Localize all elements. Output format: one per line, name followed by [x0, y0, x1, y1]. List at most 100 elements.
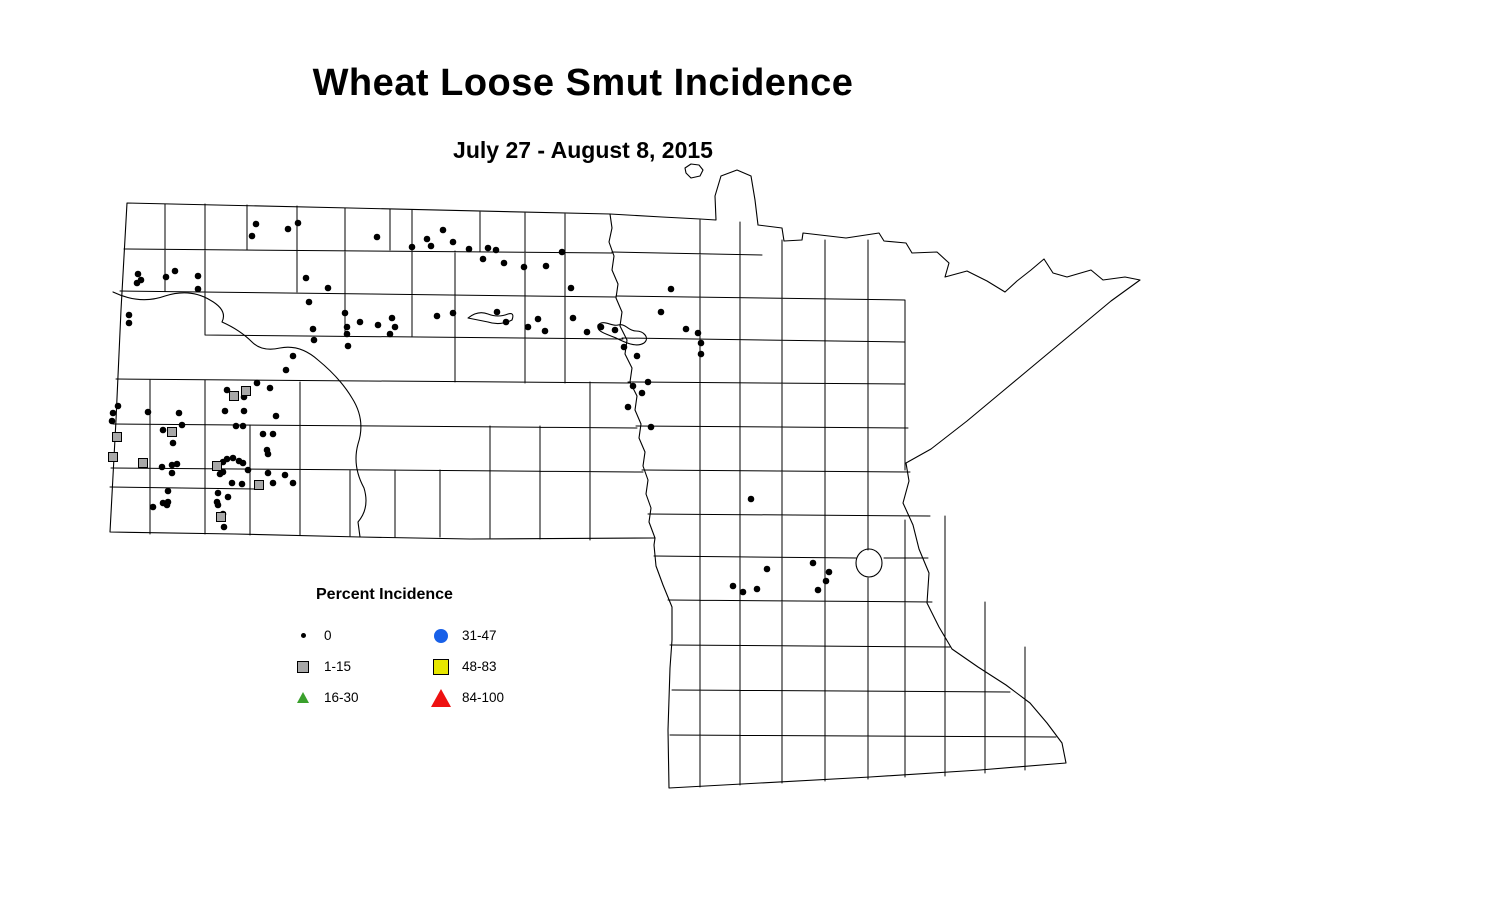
marker-zero — [264, 450, 272, 458]
marker-zero — [520, 263, 528, 271]
marker-zero — [388, 314, 396, 322]
marker-1-15 — [254, 480, 264, 490]
marker-zero — [259, 430, 267, 438]
marker-zero — [114, 402, 122, 410]
marker-zero — [240, 407, 248, 415]
marker-zero — [173, 460, 181, 468]
marker-zero — [216, 470, 224, 478]
marker-zero — [108, 417, 116, 425]
missouri-river — [112, 291, 367, 538]
marker-1-15 — [229, 391, 239, 401]
marker-zero — [239, 459, 247, 467]
marker-zero — [168, 461, 176, 469]
marker-zero — [763, 565, 771, 573]
marker-zero — [229, 454, 237, 462]
small-lake — [467, 312, 514, 325]
marker-zero — [427, 242, 435, 250]
legend-label: 0 — [324, 628, 332, 643]
legend: Percent Incidence 0 1-15 16-30 31-47 — [290, 586, 600, 713]
marker-zero — [492, 246, 500, 254]
marker-zero — [223, 386, 231, 394]
marker-zero — [633, 352, 641, 360]
marker-zero — [244, 466, 252, 474]
legend-label: 16-30 — [324, 690, 359, 705]
marker-zero — [239, 422, 247, 430]
marker-zero — [169, 439, 177, 447]
marker-zero — [310, 336, 318, 344]
marker-zero — [158, 463, 166, 471]
minnesota-county-lines — [611, 219, 1057, 788]
marker-zero — [253, 379, 261, 387]
marker-1-15 — [138, 458, 148, 468]
marker-zero — [408, 243, 416, 251]
marker-zero — [272, 412, 280, 420]
marker-zero — [423, 235, 431, 243]
marker-zero — [391, 323, 399, 331]
marker-zero — [697, 350, 705, 358]
marker-zero — [667, 285, 675, 293]
marker-zero — [109, 409, 117, 417]
page-title: Wheat Loose Smut Incidence — [312, 62, 854, 104]
marker-zero — [542, 262, 550, 270]
lake-mille-lacs — [855, 548, 883, 578]
marker-zero — [232, 422, 240, 430]
marker-zero — [133, 279, 141, 287]
marker-zero — [493, 308, 501, 316]
marker-zero — [479, 255, 487, 263]
marker-zero — [439, 226, 447, 234]
marker-zero — [214, 501, 222, 509]
marker-zero — [657, 308, 665, 316]
gray-square-icon — [297, 660, 309, 673]
marker-zero — [289, 352, 297, 360]
marker-zero — [224, 493, 232, 501]
marker-zero — [125, 311, 133, 319]
marker-zero — [558, 248, 566, 256]
marker-zero — [134, 270, 142, 278]
marker-zero — [194, 272, 202, 280]
marker-zero — [269, 430, 277, 438]
legend-item-31-47: 31-47 — [428, 620, 588, 651]
marker-zero — [569, 314, 577, 322]
marker-zero — [266, 384, 274, 392]
marker-zero — [344, 342, 352, 350]
marker-zero — [144, 408, 152, 416]
marker-zero — [305, 298, 313, 306]
marker-zero — [214, 489, 222, 497]
marker-zero — [502, 318, 510, 326]
marker-1-15 — [241, 386, 251, 396]
black-dot-icon — [300, 633, 306, 638]
marker-zero — [220, 523, 228, 531]
north-dakota-outline — [109, 202, 656, 540]
marker-zero — [825, 568, 833, 576]
marker-zero — [747, 495, 755, 503]
marker-zero — [264, 469, 272, 477]
legend-label: 84-100 — [462, 690, 505, 705]
marker-zero — [629, 382, 637, 390]
marker-zero — [729, 582, 737, 590]
marker-zero — [223, 455, 231, 463]
north-dakota-county-lines — [109, 203, 644, 541]
marker-zero — [343, 323, 351, 331]
green-triangle-icon — [297, 692, 309, 703]
marker-zero — [433, 312, 441, 320]
marker-zero — [164, 487, 172, 495]
marker-zero — [281, 471, 289, 479]
title-block: Wheat Loose Smut Incidence July 27 - Aug… — [0, 62, 1166, 164]
marker-zero — [583, 328, 591, 336]
marker-zero — [541, 327, 549, 335]
marker-zero — [221, 407, 229, 415]
marker-1-15 — [212, 461, 222, 471]
legend-item-84-100: 84-100 — [428, 682, 588, 713]
marker-zero — [814, 586, 822, 594]
marker-zero — [386, 330, 394, 338]
legend-title: Percent Incidence — [316, 586, 453, 603]
marker-zero — [465, 245, 473, 253]
marker-zero — [194, 285, 202, 293]
marker-zero — [252, 220, 260, 228]
marker-zero — [822, 577, 830, 585]
marker-zero — [269, 479, 277, 487]
marker-zero — [753, 585, 761, 593]
marker-zero — [620, 343, 628, 351]
